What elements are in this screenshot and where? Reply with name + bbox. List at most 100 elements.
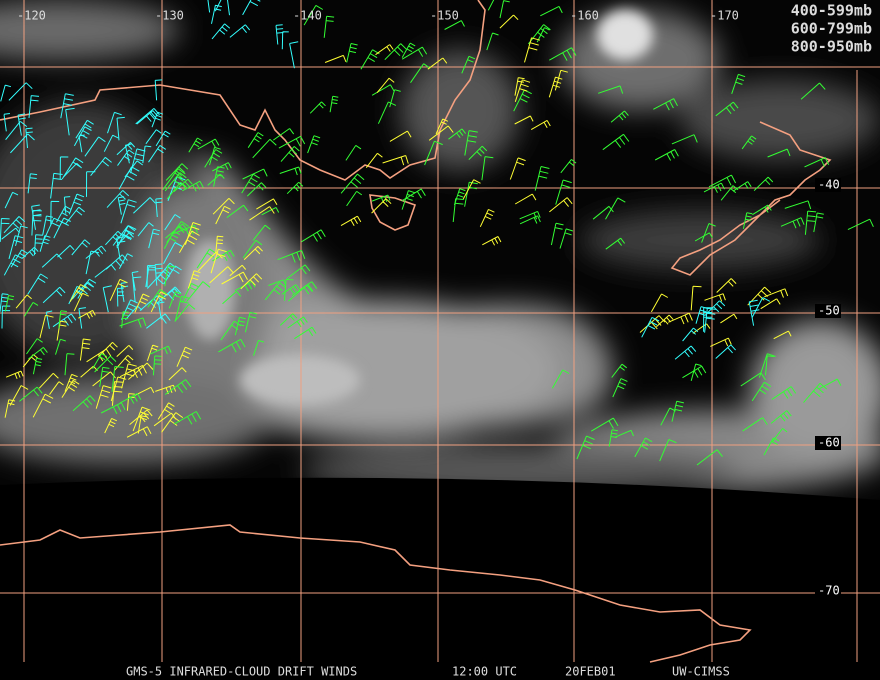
latitude-label-bg [815,178,841,192]
wind-barb [126,426,152,438]
wind-barb [653,98,678,111]
wind-barb [384,43,407,61]
wind-barb [428,125,454,141]
wind-barb [154,79,163,101]
wind-barb [286,181,304,195]
wind-barb [240,273,263,290]
wind-barb [64,353,75,376]
wind-barb [173,178,193,193]
wind-barb [69,284,87,302]
wind-barb [242,239,263,259]
wind-barb [247,132,264,148]
wind-barb [19,386,43,402]
wind-barb [614,429,634,438]
wind-barb [612,378,628,398]
wind-barb [365,152,383,169]
wind-barb [534,166,550,191]
wind-barb [468,145,488,160]
wind-barb [690,285,702,311]
wind-barb [608,429,618,447]
wind-barb [800,82,826,100]
wind-barb [174,303,196,322]
wind-barb [752,204,772,216]
wind-barb [31,204,42,230]
wind-barb [765,355,775,376]
wind-barb [748,299,760,326]
wind-barb [278,135,306,149]
wind-barb [514,77,525,96]
wind-barb [720,313,738,324]
wind-barb [277,249,306,263]
footer-source: UW-CIMSS [672,665,730,679]
wind-barb [163,242,183,264]
wind-barb [161,412,184,433]
wind-barb [59,156,69,180]
wind-barb [42,217,63,242]
wind-barb [401,188,426,202]
wind-barb [176,346,193,367]
latitude-label-bg [815,436,841,450]
wind-barb [23,301,39,317]
wind-barb [227,0,230,16]
wind-barb [682,365,707,379]
wind-barb [4,295,15,312]
wind-barb [0,84,12,102]
wind-barb [340,173,365,194]
wind-barbs [0,0,874,466]
wind-barb [85,250,100,275]
wind-barb [65,107,75,136]
wind-barb [229,24,251,38]
wind-barb [32,357,43,375]
wind-barb [5,121,28,141]
latitude-label: -70 [818,584,840,598]
wind-barb [703,182,725,193]
wind-barb [50,200,60,225]
wind-barb [94,355,117,373]
wind-barb [133,197,156,214]
wind-barb [551,369,570,389]
wind-barb [116,116,125,141]
wind-barb [261,206,280,216]
wind-barb [682,327,699,342]
wind-barb [146,344,159,362]
legend-entry: 600-799mb [791,20,872,38]
wind-barb [410,63,431,83]
wind-barb [56,205,72,223]
wind-barb [716,278,737,293]
wind-barb [671,400,685,422]
wind-barb [671,134,698,145]
wind-barb [847,218,874,231]
wind-barb [479,208,495,228]
wind-barb [10,249,29,268]
wind-barb [656,314,674,328]
wind-barb [674,345,697,360]
wind-barb [42,286,66,304]
wind-barb [611,363,628,378]
wind-barb [57,245,75,258]
graticule [0,0,880,662]
wind-barb [715,101,739,117]
wind-barb [168,291,182,309]
wind-barb [135,108,160,125]
latitude-labels: -40 -50 -60 -70 [815,178,841,598]
wind-barb [324,54,347,63]
wind-barb [215,205,231,225]
footer-product: GMS-5 INFRARED-CLOUD DRIFT WINDS [126,665,357,679]
wind-barb [103,134,119,152]
wind-barb [215,235,224,254]
wind-barb [106,190,130,208]
wind-barb [742,417,768,432]
wind-barb [221,271,248,285]
wind-barb [68,193,85,215]
wind-barb [732,181,752,192]
wind-barb [61,379,80,398]
longitude-label: -160 [570,9,599,23]
wind-barb [377,101,397,124]
wind-barb [8,235,24,260]
wind-barb [524,37,541,63]
wind-barb [771,386,797,400]
wind-barb [559,228,574,249]
wind-barb [136,110,158,125]
